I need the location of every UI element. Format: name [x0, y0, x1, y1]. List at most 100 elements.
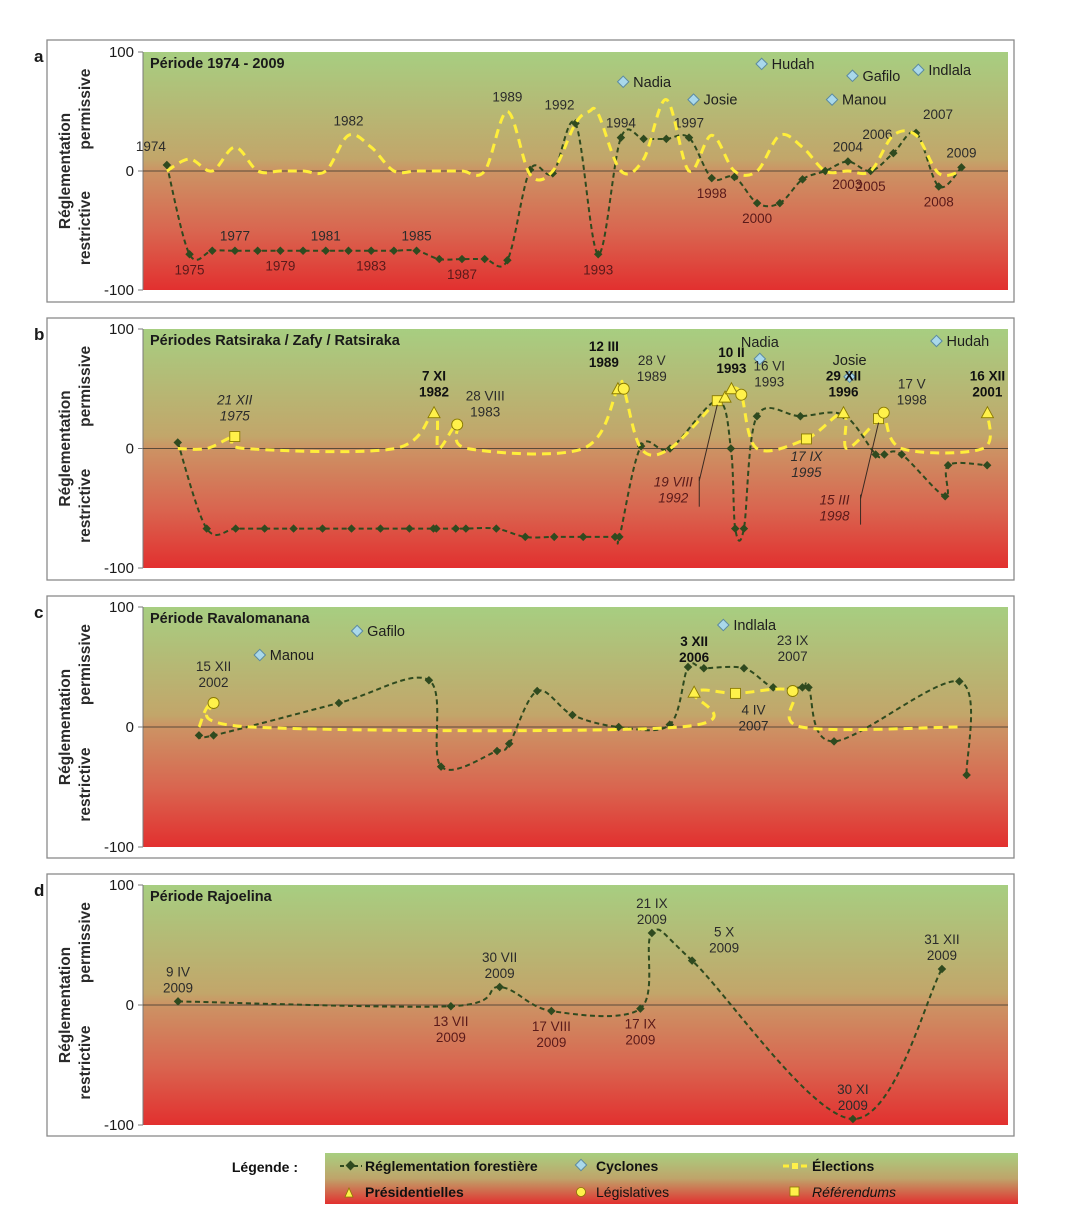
y-tick-label: 0 [126, 441, 134, 458]
forest-point [699, 663, 709, 673]
cyclone-diamond-icon [350, 624, 364, 638]
forest-point [610, 532, 620, 542]
election-line [177, 379, 992, 457]
marker-presidential: 3 XII 2006 [679, 634, 710, 698]
point-label: 2003 [832, 177, 862, 192]
forest-point [492, 746, 502, 756]
y-tick-label: 0 [126, 997, 134, 1014]
forest-point [549, 532, 559, 542]
forest-point [412, 246, 421, 255]
forest-point [451, 524, 460, 533]
cyclone-marker: Gafilo [846, 69, 900, 85]
callout-line [698, 404, 718, 481]
y-axis-label-restrictive: restrictive [77, 191, 94, 265]
y-tick-label: -100 [104, 839, 134, 856]
cyclone-diamond-icon [616, 75, 630, 89]
panel-letter: c [34, 603, 43, 622]
point-label: 2005 [856, 179, 886, 194]
legend-title: Légende : [232, 1159, 298, 1175]
cyclone-label: Gafilo [367, 624, 405, 640]
forest-point [436, 762, 446, 771]
marker-label: 3 XII 2006 [679, 634, 710, 665]
y-axis-label: Réglementation [57, 113, 74, 229]
panel-letter: d [34, 881, 44, 900]
point-label: 1975 [175, 262, 205, 277]
forest-point [897, 450, 906, 459]
point-label: 1983 [356, 259, 386, 274]
cyclone-diamond-icon [253, 648, 267, 662]
y-axis-label-restrictive: restrictive [77, 747, 94, 821]
point-label: 17 IX 2009 [625, 1017, 657, 1048]
marker-legislative: 17 V 1998 [877, 377, 927, 419]
cyclone-diamond-icon [574, 1158, 588, 1172]
marker-label: 21 XII 1975 [216, 393, 253, 424]
forest-point [461, 524, 471, 533]
cyclone-marker: Nadia [741, 335, 780, 366]
forest-point [880, 450, 889, 459]
forest-point [260, 524, 269, 533]
point-label: 30 VII 2009 [482, 950, 517, 981]
forest-point [321, 246, 331, 255]
forest-point [796, 411, 805, 421]
forest-point [848, 1114, 858, 1124]
cyclone-diamond-icon [753, 352, 767, 366]
referendum-square-icon [229, 431, 241, 442]
forest-point [480, 254, 489, 264]
legislative-circle-icon [576, 1187, 586, 1197]
series-election [197, 687, 960, 733]
marker-label: 12 III 1989 [589, 339, 619, 370]
cyclone-label: Josie [704, 93, 738, 109]
panel-title: Périodes Ratsiraka / Zafy / Ratsiraka [150, 333, 401, 349]
forest-point [730, 524, 740, 533]
y-tick-label: 100 [109, 599, 134, 616]
forest-point [432, 524, 441, 533]
cyclone-diamond-icon [825, 93, 839, 106]
point-label: 1987 [447, 267, 477, 282]
forest-point [647, 928, 657, 938]
point-label: 2000 [742, 211, 772, 226]
marker-label: 4 IV 2007 [738, 702, 768, 733]
forest-point [636, 1004, 645, 1013]
marker-label: 23 IX 2007 [777, 633, 809, 664]
marker-presidential [718, 390, 732, 403]
forest-point [962, 770, 971, 780]
forest-point [162, 160, 172, 170]
forest-point [376, 524, 385, 533]
marker-referendum: 15 III 1998 [820, 413, 885, 525]
forest-point [208, 246, 217, 255]
forest-point [503, 256, 512, 265]
point-label: 13 VII 2009 [433, 1014, 468, 1045]
point-label: 2007 [923, 107, 953, 122]
legend-label-legislative: Législatives [596, 1184, 669, 1200]
y-axis-label-permissive: permissive [77, 902, 94, 983]
marker-label: 16 VI 1993 [754, 359, 786, 390]
point-label: 2008 [924, 194, 954, 209]
point-label: 1989 [492, 90, 522, 105]
y-axis-label: Réglementation [57, 390, 74, 506]
marker-label: 15 XII 2002 [196, 659, 231, 690]
presidential-triangle-icon [427, 405, 441, 419]
y-tick-label: -100 [104, 560, 134, 577]
cyclone-marker: Hudah [755, 57, 814, 73]
marker-presidential: 10 II 1993 [716, 345, 747, 395]
forest-point [230, 246, 240, 255]
panel-title: Période Rajoelina [150, 889, 273, 905]
y-axis-label: Réglementation [57, 669, 74, 785]
forest-point [943, 460, 953, 470]
forest-point [492, 524, 501, 533]
forest-point [687, 956, 697, 965]
forest-point [424, 675, 434, 685]
marker-referendum: 17 IX 1995 [791, 433, 823, 480]
presidential-triangle-icon [724, 381, 739, 395]
point-label: 31 XII 2009 [924, 932, 959, 963]
forest-point [726, 444, 736, 453]
cyclone-marker: Manou [253, 648, 314, 664]
series-election: 1982 1989 [166, 90, 962, 182]
cyclone-label: Hudah [946, 334, 989, 350]
callout-line [860, 422, 880, 499]
forest-point [521, 532, 530, 542]
marker-label: 16 XII 2001 [970, 369, 1005, 400]
forest-point [289, 524, 298, 533]
